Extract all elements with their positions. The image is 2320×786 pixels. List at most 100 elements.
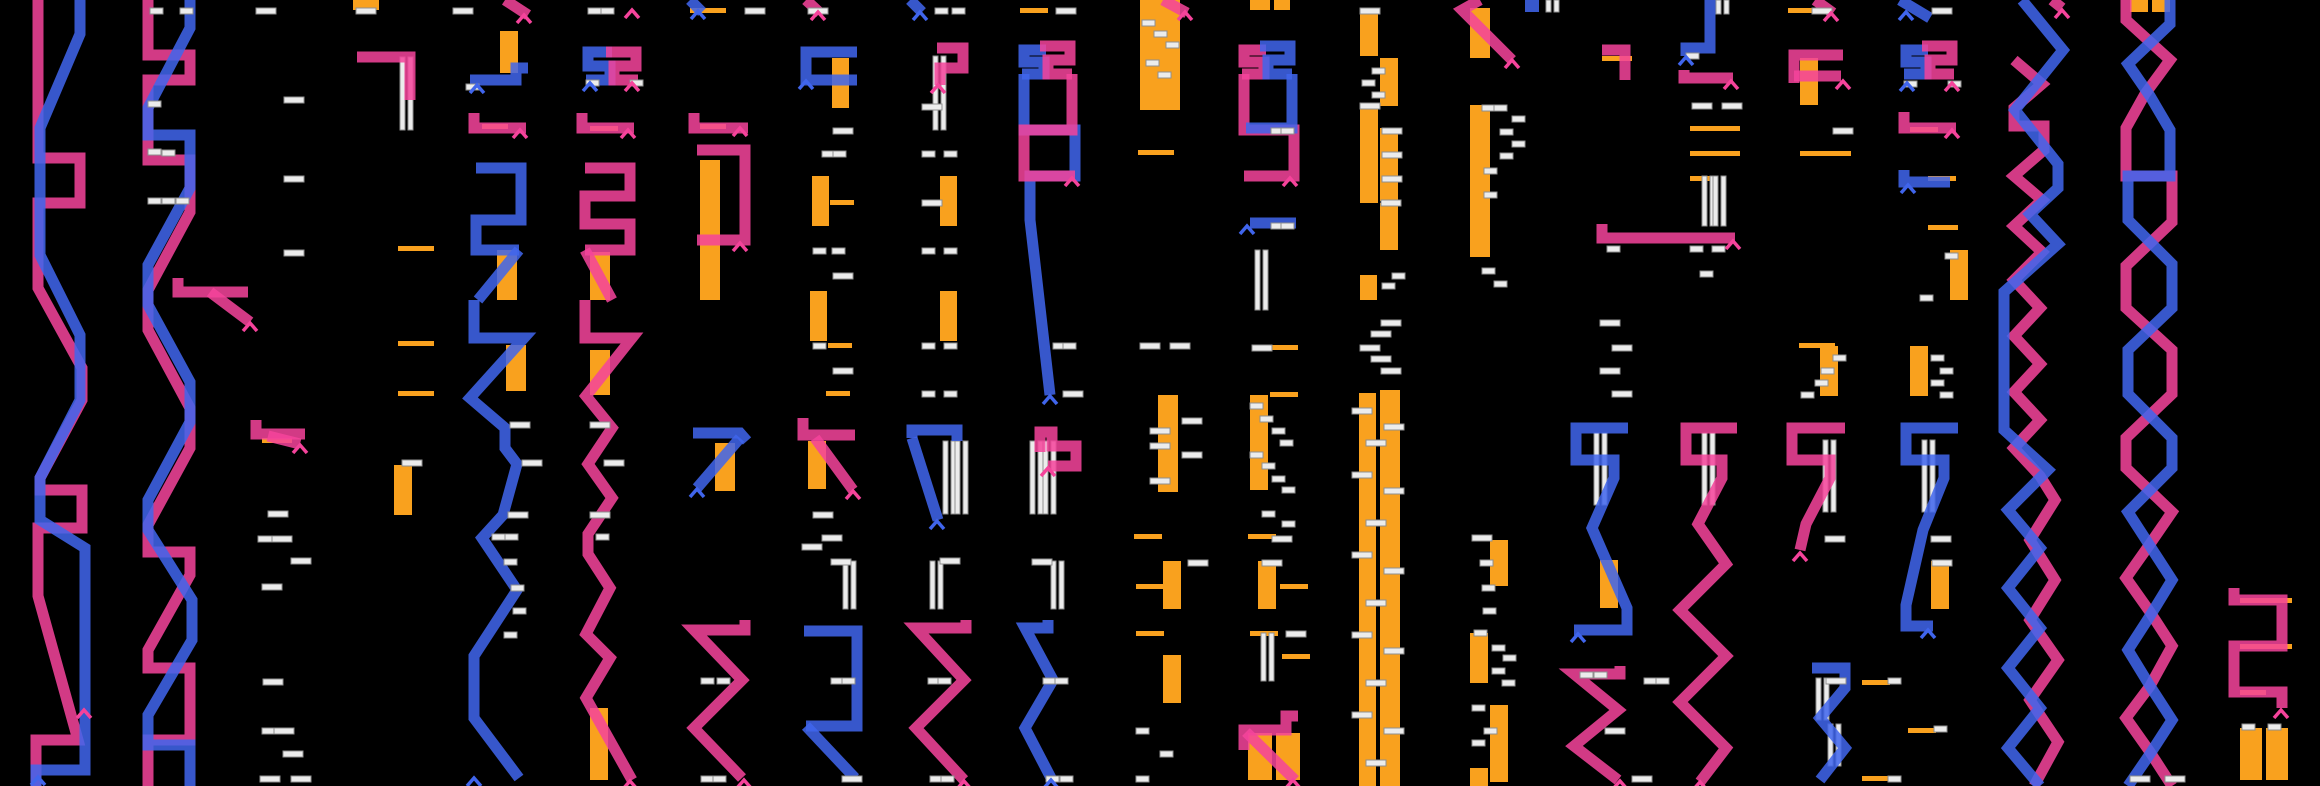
pink-trace [1596,224,1735,244]
white-dash-marker [1383,727,1405,735]
orange-bar [1931,561,1949,609]
white-dash-marker [1655,677,1670,685]
white-dash-marker [271,535,293,543]
white-dash-marker [1824,535,1846,543]
pink-caret-marker [623,778,637,786]
pink-trace [1238,44,1270,80]
white-dash-marker [147,148,162,156]
blue-trace [1900,422,1958,632]
pink-caret-marker [736,777,752,786]
white-dash-marker [921,199,943,207]
blue-trace [804,625,863,732]
blue-trace [1260,40,1296,80]
white-dash-marker [1365,599,1387,607]
white-dash-marker [1351,711,1373,719]
white-dash-marker [161,197,176,205]
white-dash-marker [1511,140,1526,148]
white-dash-marker [147,100,162,108]
white-dash-marker [1280,222,1295,230]
white-dash-marker [290,775,312,783]
white-dash-marker [700,677,715,685]
white-dash-marker [1159,750,1174,758]
double-white-bar [1701,432,1708,506]
orange-bar [1380,390,1400,786]
pink-caret-marker [2272,707,2290,720]
white-dash-marker [744,7,766,15]
white-dash-marker [290,557,312,565]
white-dash-marker [832,272,854,280]
white-dash-marker [1471,534,1493,542]
white-dash-marker [1271,427,1286,435]
pink-caret-marker [1822,10,1840,23]
white-dash-marker [1944,252,1959,260]
white-dash-marker [921,247,936,255]
white-dash-marker [1811,7,1833,15]
white-dash-marker [1149,477,1171,485]
pink-caret-marker [623,7,641,20]
orange-bar [2130,0,2148,12]
white-dash-marker [1365,519,1387,527]
orange-bar [1910,346,1928,396]
white-dash-marker [1493,280,1508,288]
double-white-bar [1921,439,1928,513]
white-dash-marker [1483,167,1498,175]
orange-dash-marker [1908,728,1936,733]
white-dash-marker [1365,439,1387,447]
white-dash-marker [1939,391,1954,399]
pink-caret-marker [1503,57,1521,70]
orange-bar [810,291,827,341]
pink-trace [576,113,634,134]
pink-caret-marker [291,442,309,455]
pink-trace [266,430,302,450]
white-dash-marker [1031,558,1053,566]
orange-bar [700,160,720,300]
pink-trace [1922,40,1958,80]
double-white-bar [937,560,944,610]
double-white-bar [1701,175,1708,227]
blue-trace [1900,44,1932,80]
blue-trace [1998,0,2071,786]
white-dash-marker [716,677,731,685]
white-dash-marker [943,390,958,398]
blue-caret-marker [1041,393,1059,406]
orange-bar [2240,728,2262,780]
blue-trace [1018,44,1050,80]
white-dash-marker [1281,486,1296,494]
white-dash-marker [1261,510,1276,518]
white-dash-marker [1887,677,1902,685]
orange-bar [1258,561,1276,609]
white-dash-marker [1832,127,1854,135]
orange-dash-marker [1823,151,1851,156]
blue-caret-marker [688,486,706,499]
white-dash-marker [801,543,823,551]
blue-caret-marker [581,80,599,93]
blue-caret-marker [1899,182,1917,195]
pink-trace [468,113,526,134]
orange-bar [1470,105,1490,257]
blue-trace [142,0,198,786]
double-white-bar [1723,0,1730,15]
white-dash-marker [1249,402,1264,410]
orange-bar [1140,0,1180,110]
orange-dash-marker [1602,56,1632,61]
pink-trace [1898,112,1956,134]
blue-caret-marker [797,78,815,91]
orange-bar [1470,633,1488,683]
white-dash-marker [512,607,527,615]
orange-bar [1490,540,1508,586]
double-white-bar [1268,632,1275,682]
white-dash-marker [255,7,277,15]
white-dash-marker [261,583,283,591]
white-dash-marker [832,367,854,375]
pink-trace [903,620,972,784]
double-white-bar [1545,0,1552,13]
white-dash-marker [1383,487,1405,495]
orange-dash-marker [1138,150,1174,155]
white-dash-marker [1825,677,1847,685]
white-dash-marker [940,775,955,783]
white-dash-marker [1643,677,1658,685]
white-dash-marker [1249,451,1264,459]
blue-trace [2120,0,2179,786]
